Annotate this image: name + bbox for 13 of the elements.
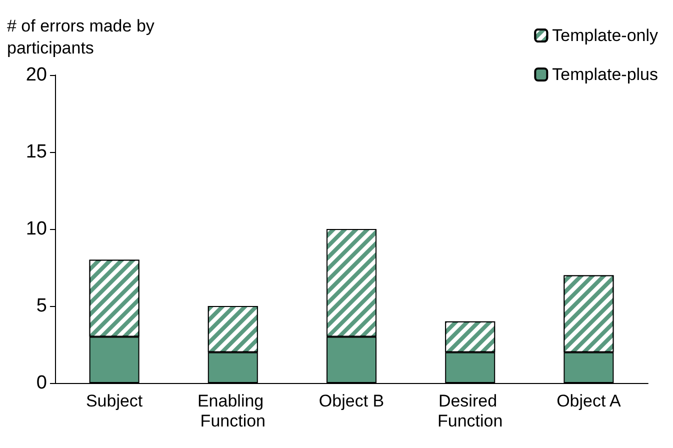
x-tick-label: Object A [556,392,622,410]
y-tick-label: 20 [26,64,47,86]
y-tick-label: 5 [36,296,47,316]
y-axis-title: # of errors made by participants [7,16,160,58]
y-tick-label: 15 [26,142,47,162]
x-tick-label: Desired Function [438,392,503,430]
legend-label: Template-only [552,26,658,45]
x-tick-label: Subject [86,392,143,410]
legend-label: Template-plus [552,65,658,84]
x-tick-label: Enabling Function [197,392,268,430]
y-tick-label: 0 [36,372,47,394]
x-tick-label: Object B [318,392,384,410]
y-tick-label: 10 [26,218,47,240]
